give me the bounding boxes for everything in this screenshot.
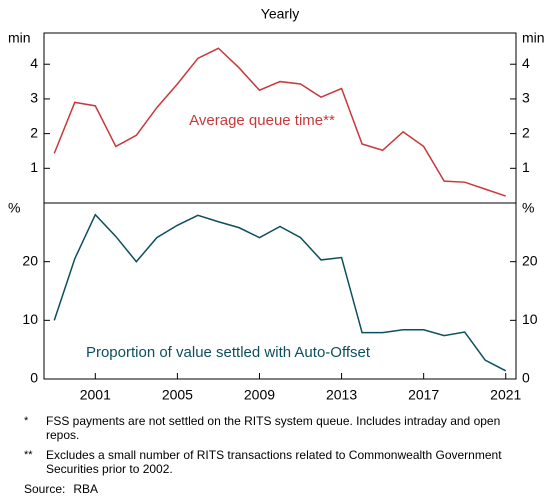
chart: Yearly min min 1 1 2 2 3 3 4 4 Average queue time*… <box>8 6 545 403</box>
y-tick-label: 3 <box>522 90 530 106</box>
y-tick-label: 2 <box>522 124 530 140</box>
x-tick-label: 2001 <box>80 387 111 403</box>
data-line <box>53 47 506 197</box>
footnote-text: Excludes a small number of RITS transact… <box>46 448 502 476</box>
plot-frame <box>43 202 517 380</box>
y-tick-label: 0 <box>30 370 38 386</box>
y-tick-label: 1 <box>30 159 38 175</box>
source: Source: RBA <box>0 482 504 496</box>
x-tick-label: 2013 <box>326 387 357 403</box>
footnote-marker: ** <box>24 449 33 461</box>
footnote-marker: * <box>24 415 29 427</box>
y-tick-label: 0 <box>522 370 530 386</box>
source-text: RBA <box>73 482 99 496</box>
y-tick-label: 20 <box>522 252 538 268</box>
y-tick-label: 20 <box>22 252 38 268</box>
footnote-text: FSS payments are not settled on the RITS… <box>46 414 501 442</box>
y-tick-label: 3 <box>30 90 38 106</box>
series-label: Average queue time** <box>189 112 335 129</box>
footnote: ** Excludes a small number of RITS transa… <box>24 448 504 476</box>
x-tick-label: 2009 <box>244 387 275 403</box>
y-tick-label: 10 <box>22 311 38 327</box>
y-unit-label: % <box>8 200 20 216</box>
source-label: Source: <box>24 482 66 496</box>
y-unit-label: min <box>522 30 545 46</box>
x-tick-label: 2005 <box>162 387 193 403</box>
series-label: Proportion of value settled with Auto-Of… <box>86 344 371 361</box>
y-tick-label: 4 <box>30 55 38 71</box>
y-unit-label: % <box>522 200 534 216</box>
chart-subtitle: Yearly <box>261 6 299 22</box>
y-tick-label: 2 <box>30 124 38 140</box>
data-line <box>53 213 507 372</box>
y-tick-label: 1 <box>522 159 530 175</box>
x-tick-label: 2021 <box>490 387 521 403</box>
footnote: * FSS payments are not settled on the RIT… <box>24 414 504 442</box>
y-tick-label: 10 <box>522 311 538 327</box>
y-tick-label: 4 <box>522 55 530 71</box>
y-unit-label: min <box>8 30 31 46</box>
footnotes: * FSS payments are not settled on the RIT… <box>24 414 504 496</box>
x-tick-label: 2017 <box>408 387 439 403</box>
